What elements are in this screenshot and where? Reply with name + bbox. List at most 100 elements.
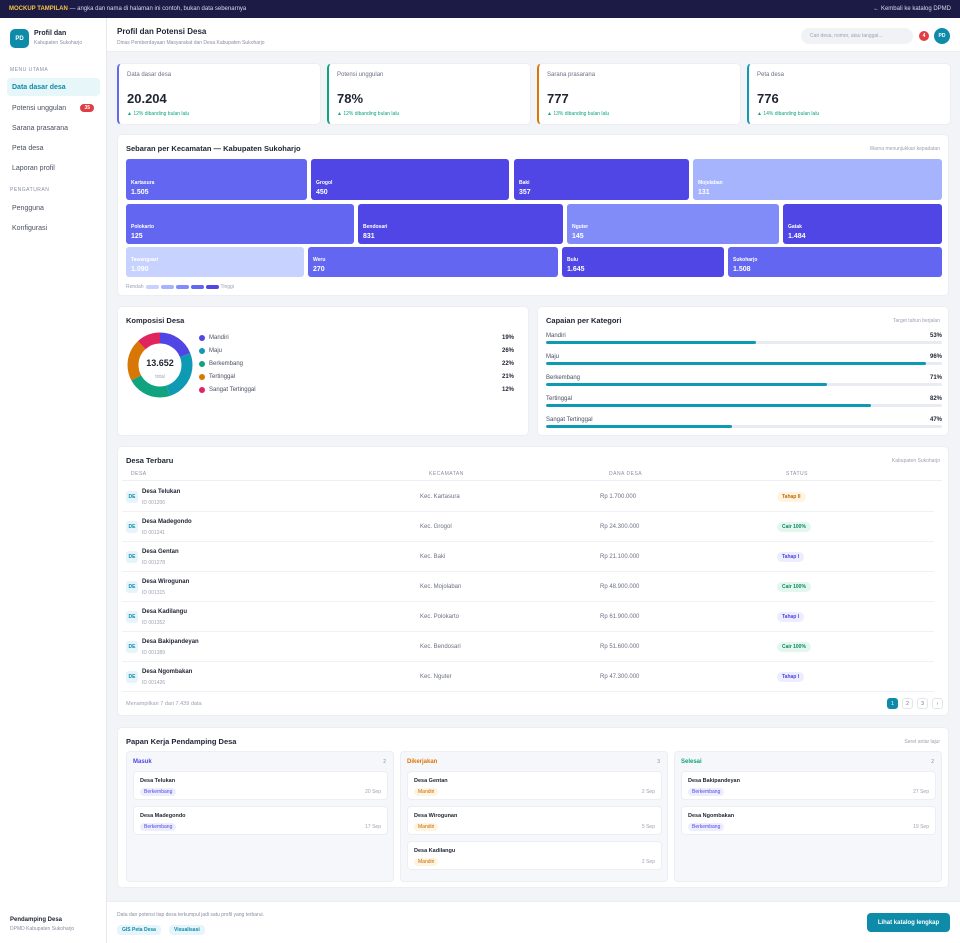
treemap-tile[interactable]: Tawangsari 1.090 xyxy=(126,247,304,277)
column-header[interactable]: STATUS xyxy=(786,471,808,477)
page-button-2[interactable]: 2 xyxy=(902,698,913,709)
tile-name: Nguter xyxy=(572,224,589,230)
achievement-title: Capaian per Kategori xyxy=(546,316,622,325)
kanban-card[interactable]: Desa Telukan Berkembang 20 Sep xyxy=(133,771,388,800)
legend-pct: 12% xyxy=(501,387,514,393)
kanban-card[interactable]: Desa Madegondo Berkembang 17 Sep xyxy=(133,806,388,835)
village-icon: DE xyxy=(126,491,138,503)
notification-badge[interactable]: 4 xyxy=(919,31,929,41)
brand[interactable]: PD Profil dan Kabupaten Sukoharjo xyxy=(10,29,82,48)
kanban-card[interactable]: Desa Kadilangu Mandiri 2 Sep xyxy=(407,841,662,870)
table-row[interactable]: DE Desa Kadilangu ID 001352 Kec. Polokarto R… xyxy=(122,602,934,632)
treemap-tile[interactable]: Sukoharjo 1.508 xyxy=(728,247,942,277)
treemap-tile[interactable]: Grogol 450 xyxy=(311,159,509,200)
kanban-card[interactable]: Desa Wirogunan Mandiri 5 Sep xyxy=(407,806,662,835)
village-name: Desa Wirogunan xyxy=(142,579,190,585)
card-tag: Mandiri xyxy=(414,823,439,831)
sidebar-item-konfigurasi[interactable]: Konfigurasi xyxy=(7,219,100,237)
column-title: Dikerjakan xyxy=(407,759,438,765)
table-row[interactable]: DE Desa Ngombakan ID 001426 Kec. Nguter Rp 4… xyxy=(122,662,934,692)
treemap-card: Sebaran per Kecamatan — Kabupaten Sukoha… xyxy=(117,134,949,296)
stat-card-data-dasar[interactable]: Data dasar desa 20.204 ▲ 12% dibanding b… xyxy=(117,63,321,125)
column-header[interactable]: DANA DESA xyxy=(609,471,643,477)
stat-card-potensi[interactable]: Potensi unggulan 78% ▲ 12% dibanding bul… xyxy=(327,63,531,125)
status-badge: Tahap I xyxy=(777,612,805,622)
progress-fill xyxy=(546,362,927,365)
status-badge: Tahap I xyxy=(777,552,805,562)
card-tag: Berkembang xyxy=(140,823,177,831)
legend-item: Mandiri 19% xyxy=(199,335,514,341)
stat-label: Peta desa xyxy=(757,72,785,78)
back-link[interactable]: ← Kembali ke katalog DPMD xyxy=(873,6,951,12)
stat-label: Sarana prasarana xyxy=(547,72,596,78)
donut-total: 13.652 xyxy=(146,358,174,368)
treemap-tile[interactable]: Gatak 1.484 xyxy=(783,204,942,244)
sidebar-item-label: Data dasar desa xyxy=(12,83,66,91)
search-input[interactable]: Cari desa, nomor, atau tanggal... xyxy=(801,28,913,44)
dana-cell: Rp 48.900.000 xyxy=(600,584,640,590)
kecamatan-cell: Kec. Baki xyxy=(420,554,446,560)
kanban-card[interactable]: Desa Ngombakan Berkembang 19 Sep xyxy=(681,806,936,835)
catalog-button[interactable]: Lihat katalog lengkap xyxy=(867,913,950,932)
column-count: 3 xyxy=(657,759,660,765)
column-header[interactable]: DESA xyxy=(131,471,147,477)
treemap-tile[interactable]: Polokarto 125 xyxy=(126,204,354,244)
section-settings-label: PENGATURAN xyxy=(10,187,50,193)
treemap-tile[interactable]: Mojolaban 131 xyxy=(693,159,942,200)
tile-value: 1.508 xyxy=(733,266,751,273)
sidebar-item-peta[interactable]: Peta desa xyxy=(7,139,100,157)
dana-cell: Rp 51.600.000 xyxy=(600,644,640,650)
kanban-card[interactable]: Desa Bakipandeyan Berkembang 27 Sep xyxy=(681,771,936,800)
kanban-column: Masuk 2 Desa Telukan Berkembang 20 Sep Desa M… xyxy=(126,751,394,882)
tile-value: 270 xyxy=(313,266,325,273)
treemap-tile[interactable]: Baki 357 xyxy=(514,159,689,200)
sidebar-item-potensi[interactable]: Potensi unggulan 35 xyxy=(7,99,100,117)
stat-card-sarana[interactable]: Sarana prasarana 777 ▲ 13% dibanding bul… xyxy=(537,63,741,125)
kanban-card[interactable]: Desa Gentan Mandiri 2 Sep xyxy=(407,771,662,800)
treemap-tile[interactable]: Kartasura 1.505 xyxy=(126,159,307,200)
avatar[interactable]: PD xyxy=(934,28,950,44)
treemap-tile[interactable]: Nguter 145 xyxy=(567,204,779,244)
achievement-card: Capaian per Kategori Target tahun berjal… xyxy=(537,306,949,436)
sidebar-item-pengguna[interactable]: Pengguna xyxy=(7,199,100,217)
stat-card-peta[interactable]: Peta desa 776 ▲ 14% dibanding bulan lalu xyxy=(747,63,951,125)
tile-value: 125 xyxy=(131,233,143,240)
chip-visualisasi[interactable]: Visualisasi xyxy=(169,925,205,935)
page-button-1[interactable]: 1 xyxy=(887,698,898,709)
legend-dot xyxy=(199,374,205,380)
progress-fill xyxy=(546,341,756,344)
column-title: Selesai xyxy=(681,759,702,765)
dana-cell: Rp 47.300.000 xyxy=(600,674,640,680)
stat-label: Data dasar desa xyxy=(127,72,172,78)
table-row[interactable]: DE Desa Bakipandeyan ID 001389 Kec. Bendosa… xyxy=(122,632,934,662)
card-date: 17 Sep xyxy=(365,824,381,830)
treemap-tile[interactable]: Weru 270 xyxy=(308,247,558,277)
treemap-note: Warna menunjukkan kepadatan xyxy=(869,146,940,152)
progress-item: Berkembang 71% xyxy=(546,375,942,386)
column-count: 2 xyxy=(383,759,386,765)
user-name: Pendamping Desa xyxy=(10,917,63,923)
page-header: Profil dan Potensi Desa Dinas Pemberdaya… xyxy=(107,18,960,52)
column-header[interactable]: KECAMATAN xyxy=(429,471,464,477)
sidebar-item-laporan[interactable]: Laporan profil xyxy=(7,159,100,177)
table-row[interactable]: DE Desa Madegondo ID 001241 Kec. Grogol Rp 2… xyxy=(122,512,934,542)
treemap-tile[interactable]: Bulu 1.645 xyxy=(562,247,724,277)
chip-gis[interactable]: GIS Peta Desa xyxy=(117,925,161,935)
village-name: Desa Telukan xyxy=(142,489,181,495)
tile-value: 450 xyxy=(316,189,328,196)
tile-name: Kartasura xyxy=(131,180,155,186)
table-row[interactable]: DE Desa Wirogunan ID 001315 Kec. Mojolaban R… xyxy=(122,572,934,602)
next-page-button[interactable]: › xyxy=(932,698,943,709)
sidebar-user: Pendamping Desa DPMD Kabupaten Sukoharjo xyxy=(10,917,74,932)
table-row[interactable]: DE Desa Gentan ID 001278 Kec. Baki Rp 21.100… xyxy=(122,542,934,572)
legend-label: Berkembang xyxy=(209,361,244,367)
progress-item: Mandiri 53% xyxy=(546,333,942,344)
legend-swatch xyxy=(160,285,174,289)
sidebar-item-sarana[interactable]: Sarana prasarana xyxy=(7,119,100,137)
app-subtitle: Kabupaten Sukoharjo xyxy=(34,40,83,46)
treemap-tile[interactable]: Bendosari 831 xyxy=(358,204,563,244)
page-button-3[interactable]: 3 xyxy=(917,698,928,709)
footer-text: Data dan potensi tiap desa terkumpul jad… xyxy=(117,912,265,918)
table-row[interactable]: DE Desa Telukan ID 001206 Kec. Kartasura Rp … xyxy=(122,482,934,512)
sidebar-item-data-dasar[interactable]: Data dasar desa xyxy=(7,78,100,96)
